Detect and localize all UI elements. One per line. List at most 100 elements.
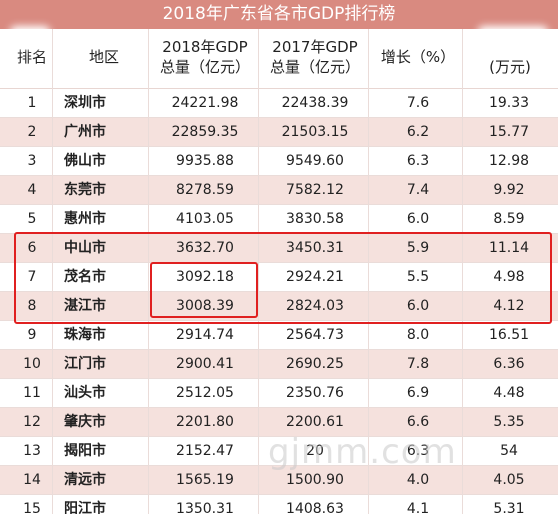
city-cell: 清远市 (64, 472, 106, 488)
growth-cell: 7.8 (406, 356, 430, 372)
growth-cell: 5.5 (406, 269, 430, 285)
gdp2017-cell: 9549.60 (286, 153, 344, 169)
watermark-text: gjmm.com (268, 432, 457, 472)
table-header: 排名 地区 2018年GDP 总量（亿元） 2017年GDP 总量（亿元） 增长… (0, 29, 558, 89)
table-row: 5 惠州市 4103.05 3830.58 6.0 8.59 (0, 205, 558, 234)
per-capita-cell: 11.14 (488, 240, 530, 256)
rank-cell: 2 (27, 124, 37, 140)
city-cell: 广州市 (64, 124, 106, 140)
divider (148, 29, 149, 514)
rank-cell: 11 (23, 385, 41, 401)
gdp2017-cell: 2690.25 (286, 356, 344, 372)
growth-cell: 6.0 (406, 211, 430, 227)
gdp2017-cell: 1500.90 (286, 472, 344, 488)
city-cell: 肇庆市 (64, 414, 106, 430)
gdp2017-cell: 3450.31 (286, 240, 344, 256)
gdp2018-cell: 2900.41 (176, 356, 234, 372)
gdp2017-cell: 2924.21 (286, 269, 344, 285)
header-gdp2018-line1: 2018年GDP (162, 38, 248, 56)
table-row: 11 汕头市 2512.05 2350.76 6.9 4.48 (0, 379, 558, 408)
header-per-capita: (万元) (489, 58, 531, 76)
blurred-patch (10, 26, 50, 48)
growth-cell: 5.9 (406, 240, 430, 256)
table-row: 12 肇庆市 2201.80 2200.61 6.6 5.35 (0, 408, 558, 437)
rank-cell: 3 (27, 153, 37, 169)
table-row: 7 茂名市 3092.18 2924.21 5.5 4.98 (0, 263, 558, 292)
gdp2017-cell: 22438.39 (281, 95, 349, 111)
per-capita-cell: 6.36 (493, 356, 525, 372)
rank-cell: 8 (27, 298, 37, 314)
city-cell: 江门市 (64, 356, 106, 372)
gdp2018-cell: 2152.47 (176, 443, 234, 459)
gdp2018-cell: 3092.18 (176, 269, 234, 285)
per-capita-cell: 9.92 (493, 182, 525, 198)
gdp2017-cell: 2824.03 (286, 298, 344, 314)
growth-cell: 7.4 (406, 182, 430, 198)
per-capita-cell: 8.59 (493, 211, 525, 227)
rank-cell: 15 (23, 501, 41, 514)
rank-cell: 12 (23, 414, 41, 430)
gdp2017-cell: 3830.58 (286, 211, 344, 227)
gdp2018-cell: 1350.31 (176, 501, 234, 514)
gdp2017-cell: 7582.12 (286, 182, 344, 198)
header-growth: 增长（%） (380, 48, 456, 66)
growth-cell: 6.3 (406, 443, 430, 459)
gdp2017-cell: 21503.15 (281, 124, 349, 140)
rank-cell: 14 (23, 472, 41, 488)
divider (462, 29, 463, 514)
growth-cell: 6.0 (406, 298, 430, 314)
table-row: 10 江门市 2900.41 2690.25 7.8 6.36 (0, 350, 558, 379)
table-row: 8 湛江市 3008.39 2824.03 6.0 4.12 (0, 292, 558, 321)
gdp2017-cell: 2350.76 (286, 385, 344, 401)
gdp2017-cell: 2564.73 (286, 327, 344, 343)
divider (258, 29, 259, 514)
per-capita-cell: 5.31 (493, 501, 525, 514)
table-row: 14 清远市 1565.19 1500.90 4.0 4.05 (0, 466, 558, 495)
growth-cell: 4.1 (406, 501, 430, 514)
table-row: 15 阳江市 1350.31 1408.63 4.1 5.31 (0, 495, 558, 514)
header-rank: 排名 (16, 48, 47, 66)
header-gdp2018-line2: 总量（亿元） (159, 58, 250, 76)
per-capita-cell: 54 (500, 443, 518, 459)
city-cell: 惠州市 (64, 211, 106, 227)
table-title: 2018年广东省各市GDP排行榜 (0, 0, 558, 29)
table-row: 1 深圳市 24221.98 22438.39 7.6 19.33 (0, 89, 558, 118)
gdp2017-cell: 1408.63 (286, 501, 344, 514)
per-capita-cell: 5.35 (493, 414, 525, 430)
gdp2018-cell: 4103.05 (176, 211, 234, 227)
city-cell: 茂名市 (64, 269, 106, 285)
city-cell: 佛山市 (64, 153, 106, 169)
per-capita-cell: 4.98 (493, 269, 525, 285)
rank-cell: 4 (27, 182, 37, 198)
rank-cell: 10 (23, 356, 41, 372)
gdp2017-cell: 20 (306, 443, 324, 459)
gdp2018-cell: 3008.39 (176, 298, 234, 314)
city-cell: 中山市 (64, 240, 106, 256)
gdp2018-cell: 2512.05 (176, 385, 234, 401)
header-region: 地区 (88, 48, 119, 66)
growth-cell: 6.3 (406, 153, 430, 169)
blurred-patch (478, 26, 548, 50)
table-row: 4 东莞市 8278.59 7582.12 7.4 9.92 (0, 176, 558, 205)
rank-cell: 9 (27, 327, 37, 343)
growth-cell: 6.6 (406, 414, 430, 430)
city-cell: 东莞市 (64, 182, 106, 198)
gdp2018-cell: 2914.74 (176, 327, 234, 343)
table-row: 3 佛山市 9935.88 9549.60 6.3 12.98 (0, 147, 558, 176)
growth-cell: 6.2 (406, 124, 430, 140)
per-capita-cell: 4.48 (493, 385, 525, 401)
rank-cell: 6 (27, 240, 37, 256)
rank-cell: 13 (23, 443, 41, 459)
city-cell: 揭阳市 (64, 443, 106, 459)
rank-cell: 7 (27, 269, 37, 285)
per-capita-cell: 12.98 (488, 153, 530, 169)
per-capita-cell: 4.12 (493, 298, 525, 314)
city-cell: 珠海市 (64, 327, 106, 343)
per-capita-cell: 15.77 (488, 124, 530, 140)
rank-cell: 1 (27, 95, 37, 111)
city-cell: 阳江市 (64, 501, 106, 514)
gdp2018-cell: 3632.70 (176, 240, 234, 256)
header-gdp2017-line1: 2017年GDP (272, 38, 358, 56)
rank-cell: 5 (27, 211, 37, 227)
